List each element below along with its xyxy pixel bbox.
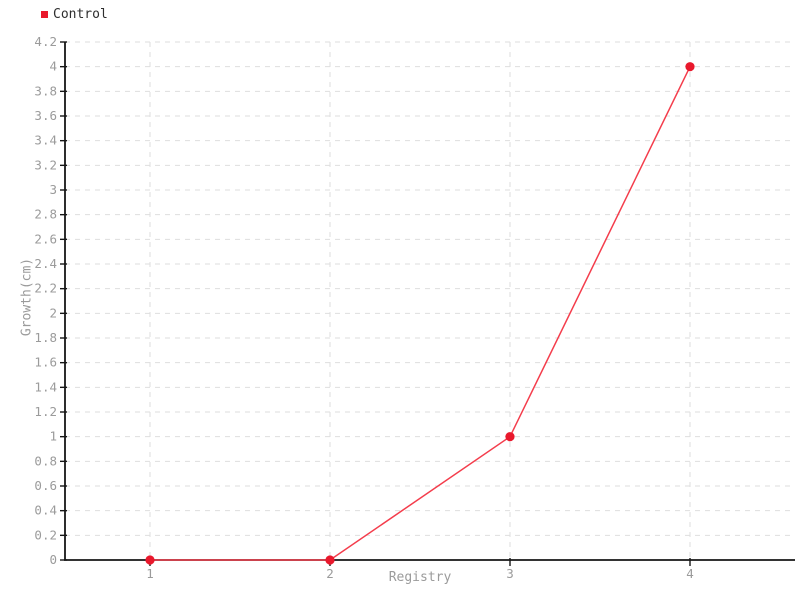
y-tick-label: 3.2: [34, 157, 57, 172]
y-tick-label: 0.2: [34, 527, 57, 542]
y-tick-label: 1.4: [34, 379, 57, 394]
series-line: [150, 66, 691, 561]
x-tick-label: 2: [326, 566, 334, 581]
legend-marker-icon: [41, 11, 48, 18]
x-tick-label: 3: [506, 566, 514, 581]
y-tick-label: 2.8: [34, 207, 57, 222]
data-point[interactable]: [505, 432, 515, 442]
y-axis-title: Growth(cm): [19, 257, 35, 337]
y-tick-label: 1: [49, 429, 57, 444]
y-tick-label: 4: [49, 59, 57, 74]
y-tick-label: 0: [49, 552, 57, 567]
y-tick-label: 2.4: [34, 256, 57, 271]
legend: Control: [41, 8, 108, 21]
y-tick-label: 4.2: [34, 34, 57, 49]
x-axis-title: Registry: [388, 570, 452, 585]
data-point[interactable]: [325, 555, 335, 565]
legend-label: Control: [53, 7, 108, 22]
legend-item-control[interactable]: Control: [41, 8, 108, 21]
x-tick-label: 4: [686, 566, 694, 581]
y-tick-label: 0.6: [34, 478, 57, 493]
y-tick-label: 2: [49, 305, 57, 320]
y-tick-label: 2.6: [34, 231, 57, 246]
y-tick-label: 1.6: [34, 355, 57, 370]
data-point[interactable]: [145, 555, 155, 565]
data-point[interactable]: [685, 62, 695, 72]
y-tick-label: 0.8: [34, 453, 57, 468]
y-tick-label: 1.2: [34, 404, 57, 419]
y-tick-label: 1.8: [34, 330, 57, 345]
x-tick-label: 1: [146, 566, 154, 581]
y-tick-label: 0.4: [34, 503, 57, 518]
y-tick-label: 3.6: [34, 108, 57, 123]
y-tick-label: 3: [49, 182, 57, 197]
y-tick-label: 3.4: [34, 133, 57, 148]
y-tick-label: 3.8: [34, 83, 57, 98]
y-tick-label: 2.2: [34, 281, 57, 296]
